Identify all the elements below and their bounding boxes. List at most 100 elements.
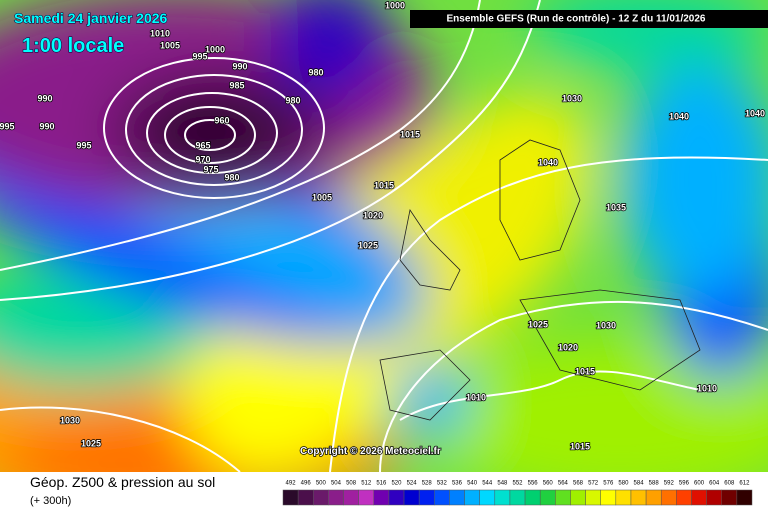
legend-label: 536 (452, 481, 463, 487)
isobar-label: 1015 (570, 441, 590, 451)
isobar-label: 1005 (160, 40, 180, 50)
date: Samedi 24 janvier 2026 (14, 10, 168, 26)
legend-label: 512 (361, 481, 372, 487)
legend-label: 544 (482, 481, 493, 487)
legend-swatch (328, 489, 344, 506)
legend-label: 600 (694, 481, 705, 487)
lead-time: (+ 300h) (30, 495, 71, 507)
legend-swatch (615, 489, 632, 506)
legend-swatch (676, 489, 692, 506)
local-time: 1:00 locale (22, 35, 124, 57)
legend-swatch (434, 489, 450, 506)
legend-swatch (585, 489, 601, 506)
isobar-label: 1025 (81, 438, 101, 448)
legend-label: 580 (618, 481, 629, 487)
legend-swatch (721, 489, 738, 506)
isobar-label: 1020 (558, 342, 578, 352)
legend-swatch (509, 489, 526, 506)
legend-swatch (297, 489, 314, 506)
isobar-label: 970 (195, 154, 210, 164)
legend-label: 492 (286, 481, 297, 487)
legend-label: 508 (346, 481, 357, 487)
legend-swatch (403, 489, 420, 506)
isobar-label: 1000 (385, 0, 405, 10)
legend-label: 560 (543, 481, 554, 487)
isobar-label: 1040 (745, 108, 765, 118)
isobar-label: 1025 (358, 240, 378, 250)
isobar-label: 1015 (575, 366, 595, 376)
legend-label: 500 (316, 481, 327, 487)
legend-label: 556 (528, 481, 539, 487)
isobars (0, 0, 768, 472)
isobar-label: 1030 (562, 93, 582, 103)
isobar-label: 1005 (312, 192, 332, 202)
isobar-label: 990 (232, 61, 247, 71)
isobar-label: 1030 (60, 415, 80, 425)
isobar-label: 995 (192, 51, 207, 61)
legend-label: 584 (634, 481, 645, 487)
legend-label: 524 (407, 481, 418, 487)
isobar-label: 1025 (528, 319, 548, 329)
legend-label: 528 (422, 481, 433, 487)
legend-swatch (524, 489, 541, 506)
isobar-label: 1010 (697, 383, 717, 393)
legend-label: 516 (376, 481, 387, 487)
legend-label: 576 (603, 481, 614, 487)
legend-label: 540 (467, 481, 478, 487)
legend-swatch (343, 489, 359, 506)
legend-label: 588 (649, 481, 660, 487)
copyright: Copyright © 2026 Meteociel.fr (300, 446, 441, 457)
legend-label: 608 (724, 481, 735, 487)
legend-label: 612 (739, 481, 750, 487)
isobar-label: 980 (285, 95, 300, 105)
isobar-label: 1015 (374, 180, 394, 190)
legend-label: 520 (391, 481, 402, 487)
isobar-label: 990 (39, 121, 54, 131)
legend-swatch (479, 489, 496, 506)
isobar-label: 1020 (363, 210, 383, 220)
legend-swatch (691, 489, 707, 506)
legend-swatch (660, 489, 677, 506)
footer-title: Géop. Z500 & pression au sol (30, 474, 215, 490)
isobar-label: 1000 (205, 44, 225, 54)
legend-swatch (449, 489, 465, 506)
legend-swatch (358, 489, 375, 506)
run-info: Ensemble GEFS (Run de contrôle) - 12 Z d… (447, 14, 706, 25)
legend-swatch (373, 489, 390, 506)
legend-swatch (539, 489, 556, 506)
legend-swatch (282, 489, 299, 506)
run-banner (410, 10, 768, 28)
isobar-label: 1030 (596, 320, 616, 330)
legend-swatch (555, 489, 571, 506)
legend-label: 604 (709, 481, 720, 487)
legend-label: 572 (588, 481, 599, 487)
legend-label: 496 (301, 481, 312, 487)
isobar-label: 995 (76, 140, 91, 150)
isobar-label: 1010 (150, 28, 170, 38)
isobar-label: 975 (203, 164, 218, 174)
isobar-label: 995 (0, 121, 15, 131)
legend-label: 592 (664, 481, 675, 487)
legend-swatch (313, 489, 329, 506)
legend-label: 532 (437, 481, 448, 487)
legend-swatch (706, 489, 722, 506)
legend-swatch (464, 489, 480, 506)
legend-label: 564 (558, 481, 569, 487)
isobar-label: 990 (37, 93, 52, 103)
legend-label: 596 (679, 481, 690, 487)
isobar-label: 1040 (538, 157, 558, 167)
isobar-label: 960 (214, 115, 229, 125)
isobar-label: 980 (308, 67, 323, 77)
legend-swatch (600, 489, 617, 506)
legend-swatch (630, 489, 647, 506)
isobar-label: 1015 (400, 129, 420, 139)
legend-swatch (570, 489, 586, 506)
isobar-label: 1040 (669, 111, 689, 121)
legend-swatch (736, 489, 753, 506)
isobar-label: 980 (224, 172, 239, 182)
isobar-label: 1035 (606, 202, 626, 212)
isobar-label: 985 (229, 80, 244, 90)
isobar-label: 1010 (466, 392, 486, 402)
